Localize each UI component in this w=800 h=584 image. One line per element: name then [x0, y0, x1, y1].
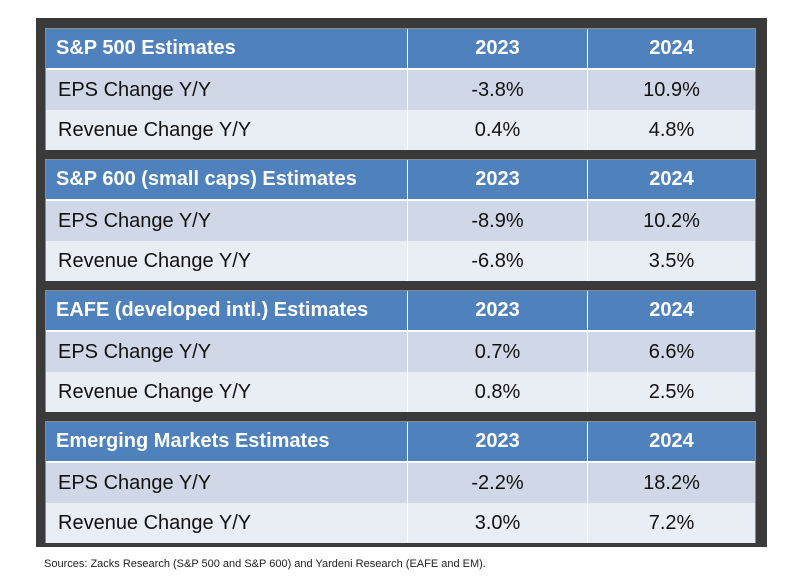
table-row: EPS Change Y/Y -8.9% 10.2% [46, 201, 755, 241]
table-header-row: EAFE (developed intl.) Estimates 2023 2024 [46, 291, 755, 331]
value-cell-2024: 2.5% [588, 372, 755, 412]
table-title: Emerging Markets Estimates [46, 422, 408, 461]
value-cell-2023: -8.9% [408, 201, 588, 241]
row-label: EPS Change Y/Y [46, 70, 408, 110]
value-cell-2023: -3.8% [408, 70, 588, 110]
table-row: Revenue Change Y/Y 3.0% 7.2% [46, 503, 755, 543]
column-header-2024: 2024 [588, 29, 755, 68]
table-row: Revenue Change Y/Y -6.8% 3.5% [46, 241, 755, 281]
tables-frame: S&P 500 Estimates 2023 2024 EPS Change Y/Y -… [36, 18, 767, 547]
row-label: EPS Change Y/Y [46, 201, 408, 241]
sources-note: Sources: Zacks Research (S&P 500 and S&P… [44, 558, 486, 570]
column-header-2024: 2024 [588, 160, 755, 199]
table-row: Revenue Change Y/Y 0.8% 2.5% [46, 372, 755, 412]
table-header-row: Emerging Markets Estimates 2023 2024 [46, 422, 755, 462]
column-header-2023: 2023 [408, 422, 588, 461]
value-cell-2024: 4.8% [588, 110, 755, 150]
value-cell-2023: -2.2% [408, 463, 588, 503]
value-cell-2023: 0.4% [408, 110, 588, 150]
table-row: EPS Change Y/Y -2.2% 18.2% [46, 463, 755, 503]
row-label: Revenue Change Y/Y [46, 372, 408, 412]
value-cell-2023: 3.0% [408, 503, 588, 543]
table-title: EAFE (developed intl.) Estimates [46, 291, 408, 330]
value-cell-2024: 18.2% [588, 463, 755, 503]
value-cell-2023: -6.8% [408, 241, 588, 281]
estimates-table: EAFE (developed intl.) Estimates 2023 2024… [45, 290, 756, 412]
column-header-2023: 2023 [408, 291, 588, 330]
value-cell-2024: 6.6% [588, 332, 755, 372]
value-cell-2024: 3.5% [588, 241, 755, 281]
row-label: Revenue Change Y/Y [46, 503, 408, 543]
value-cell-2024: 10.9% [588, 70, 755, 110]
estimates-table: Emerging Markets Estimates 2023 2024 EPS Ch… [45, 421, 756, 543]
table-header-row: S&P 500 Estimates 2023 2024 [46, 29, 755, 69]
row-label: EPS Change Y/Y [46, 332, 408, 372]
row-label: Revenue Change Y/Y [46, 241, 408, 281]
value-cell-2023: 0.7% [408, 332, 588, 372]
column-header-2023: 2023 [408, 29, 588, 68]
value-cell-2023: 0.8% [408, 372, 588, 412]
column-header-2024: 2024 [588, 291, 755, 330]
estimates-table: S&P 600 (small caps) Estimates 2023 2024 EP… [45, 159, 756, 281]
estimates-table: S&P 500 Estimates 2023 2024 EPS Change Y/Y -… [45, 28, 756, 150]
row-label: Revenue Change Y/Y [46, 110, 408, 150]
table-title: S&P 600 (small caps) Estimates [46, 160, 408, 199]
column-header-2024: 2024 [588, 422, 755, 461]
table-row: Revenue Change Y/Y 0.4% 4.8% [46, 110, 755, 150]
value-cell-2024: 7.2% [588, 503, 755, 543]
row-label: EPS Change Y/Y [46, 463, 408, 503]
table-title: S&P 500 Estimates [46, 29, 408, 68]
table-row: EPS Change Y/Y -3.8% 10.9% [46, 70, 755, 110]
value-cell-2024: 10.2% [588, 201, 755, 241]
table-header-row: S&P 600 (small caps) Estimates 2023 2024 [46, 160, 755, 200]
table-row: EPS Change Y/Y 0.7% 6.6% [46, 332, 755, 372]
column-header-2023: 2023 [408, 160, 588, 199]
